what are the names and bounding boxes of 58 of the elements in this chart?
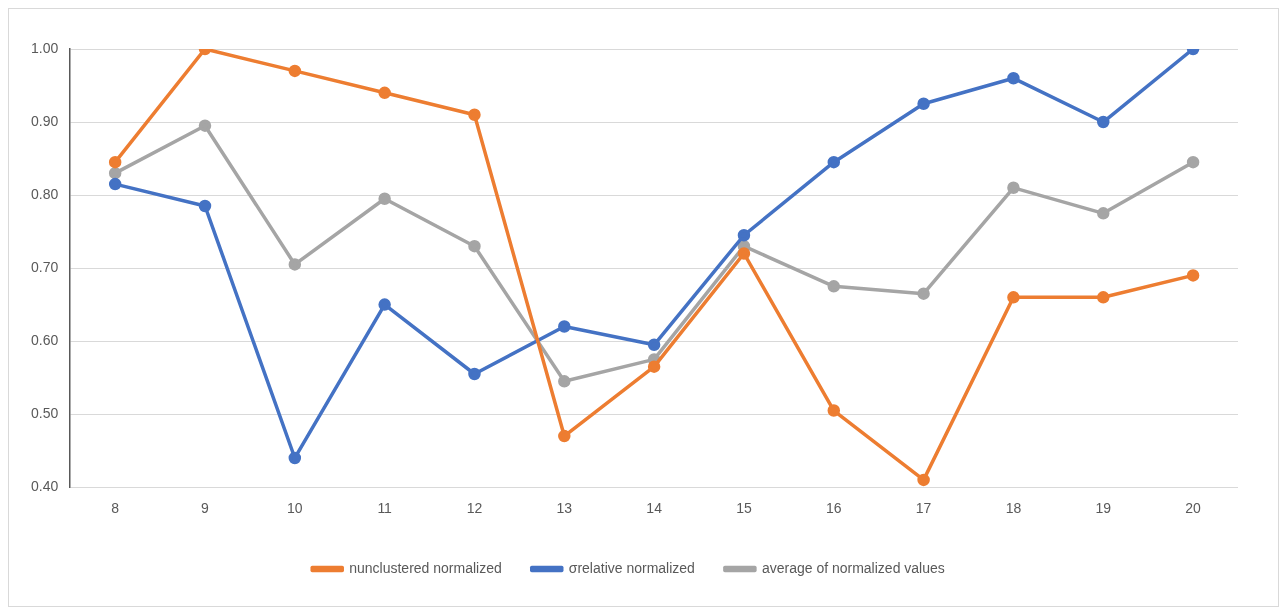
point <box>378 86 391 100</box>
point <box>1186 155 1200 169</box>
legend-label: nunclustered normalized <box>349 559 502 576</box>
x-tick-label: 13 <box>556 500 573 517</box>
x-tick-label: 10 <box>287 500 303 517</box>
x-tick-label: 12 <box>466 500 483 517</box>
legend-label: σrelative normalized <box>568 559 695 576</box>
point <box>1097 207 1110 220</box>
point <box>558 375 571 388</box>
point <box>198 119 212 132</box>
y-tick-label: 0.90 <box>31 112 59 129</box>
point <box>558 429 571 443</box>
point <box>1097 291 1110 304</box>
point <box>108 155 122 169</box>
y-tick-label: 0.40 <box>31 478 59 495</box>
x-tick-label: 18 <box>1005 500 1022 517</box>
x-tick-label: 8 <box>111 500 120 517</box>
point <box>288 451 302 465</box>
point <box>917 287 930 300</box>
point <box>827 155 841 169</box>
point <box>288 64 302 78</box>
x-tick-label: 17 <box>915 500 932 517</box>
point <box>468 108 481 121</box>
point <box>108 177 122 191</box>
x-tick-label: 19 <box>1095 500 1112 517</box>
point <box>378 298 391 311</box>
point <box>108 166 122 180</box>
y-tick-label: 0.80 <box>31 185 59 202</box>
x-tick-label: 14 <box>646 500 663 517</box>
point <box>917 97 930 111</box>
point <box>647 360 661 373</box>
point <box>1097 115 1110 129</box>
point <box>1186 269 1200 282</box>
point <box>468 367 481 381</box>
x-tick-label: 20 <box>1185 500 1202 517</box>
point <box>827 404 841 417</box>
point <box>647 338 661 352</box>
legend-label: average of normalized values <box>761 559 945 576</box>
y-tick-label: 0.60 <box>31 331 59 348</box>
x-tick-label: 16 <box>825 500 842 517</box>
point <box>1007 291 1020 304</box>
point <box>558 320 571 333</box>
y-tick-label: 0.50 <box>31 405 59 422</box>
point <box>288 258 302 271</box>
point <box>1007 181 1020 195</box>
y-tick-label: 0.70 <box>31 258 59 275</box>
point <box>737 247 751 260</box>
x-tick-label: 9 <box>201 500 210 517</box>
point <box>468 239 481 253</box>
point <box>198 199 212 213</box>
point <box>378 192 391 205</box>
point <box>737 228 751 242</box>
x-tick-label: 11 <box>377 500 393 517</box>
y-tick-label: 1.00 <box>31 39 59 56</box>
point <box>917 473 930 487</box>
point <box>827 280 841 293</box>
point <box>1007 71 1020 85</box>
x-tick-label: 15 <box>736 500 752 517</box>
